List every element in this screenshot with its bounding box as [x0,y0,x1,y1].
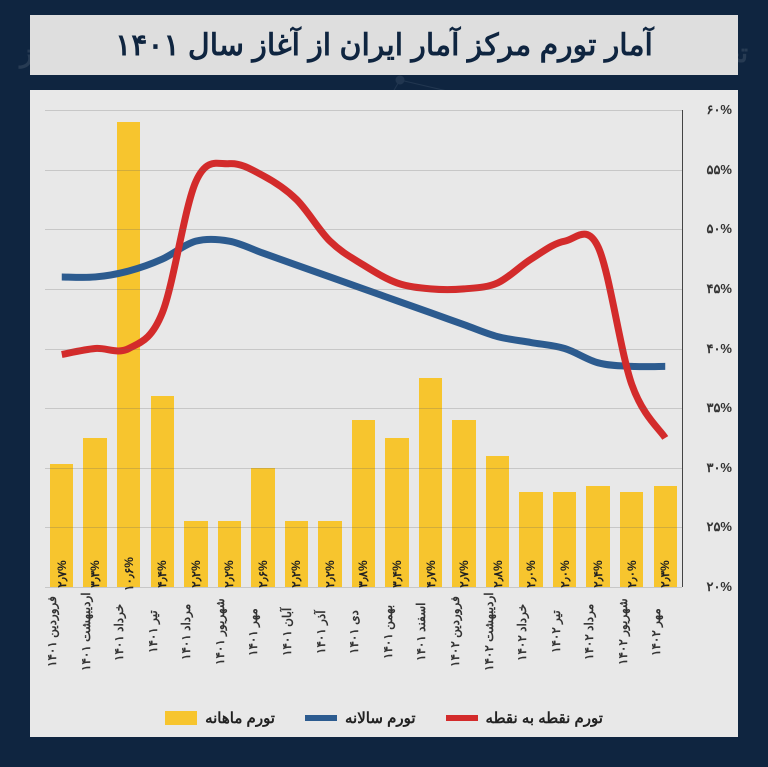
gridline [45,170,682,171]
y-tick-label: ۲۰% [706,579,732,595]
bar-value-label: ۲٫۰% [625,560,639,587]
legend-annual-label: تورم سالانه [345,709,416,727]
bar: ۲٫۳% [654,486,677,587]
y-tick-label: ۴۰% [706,341,732,357]
y-tick-label: ۲۵% [706,519,732,535]
bar: ۳٫۳% [83,438,106,587]
gridline [45,408,682,409]
legend-annual: تورم سالانه [305,709,416,727]
gridline [45,527,682,528]
bar: ۲٫۲% [285,521,308,587]
bar-value-label: ۲٫۲% [189,560,203,587]
bar: ۲٫۲% [218,521,241,587]
bar-value-label: ۲٫۰% [558,560,572,587]
legend-point: تورم نقطه به نقطه [446,709,603,727]
bar: ۲٫۷% [452,420,475,587]
title-bar: آمار تورم مرکز آمار ایران از آغاز سال ۱۴… [30,15,738,75]
bar-value-label: ۲٫۲% [323,560,337,587]
x-tick-label: مهر ۱۴۰۱ [246,587,280,677]
bar-value-label: ۲٫۶% [256,560,270,587]
bar-value-label: ۲٫۰% [524,560,538,587]
y-tick-label: ۴۵% [706,281,732,297]
bar: ۲٫۴% [586,486,609,587]
x-tick-label: فروردین ۱۴۰۱ [45,587,79,677]
bar-value-label: ۲٫۸% [491,560,505,587]
x-tick-label: آذر ۱۴۰۱ [314,587,348,677]
gridline [45,289,682,290]
bar-value-label: ۳٫۸% [356,560,370,587]
bar: ۴٫۴% [151,396,174,587]
legend-point-swatch [446,715,478,721]
y-tick-label: ۳۰% [706,460,732,476]
gridline [45,110,682,111]
legend-point-label: تورم نقطه به نقطه [486,709,603,727]
x-tick-label: بهمن ۱۴۰۱ [381,587,415,677]
gridline [45,229,682,230]
legend-monthly-swatch [165,711,197,725]
gridline [45,349,682,350]
bar: ۲٫۲% [184,521,207,587]
bar: ۳٫۴% [385,438,408,587]
bar-value-label: ۲٫۳% [658,560,672,587]
bar-value-label: ۱۰٫۶% [122,557,136,591]
x-tick-label: تیر ۱۴۰۲ [549,587,583,677]
plot-area: ۲٫۷% ۳٫۳% ۱۰٫۶% ۴٫۴% ۲٫۲% ۲٫۲% ۲٫۶% ۲٫۲% ۲٫۲% ۳٫۸… [45,110,683,587]
bar-value-label: ۲٫۷% [457,560,471,587]
x-tick-label: مرداد ۱۴۰۲ [582,587,616,677]
legend-annual-swatch [305,715,337,721]
x-tick-label: آبان ۱۴۰۱ [280,587,314,677]
gridline [45,468,682,469]
x-tick-label: خرداد ۱۴۰۲ [515,587,549,677]
bar-value-label: ۴٫۷% [424,560,438,587]
bar: ۲٫۲% [318,521,341,587]
y-tick-label: ۵۵% [706,162,732,178]
bar-value-label: ۲٫۴% [591,560,605,587]
legend-monthly-label: تورم ماهانه [205,709,275,727]
chart-box: ۲٫۷% ۳٫۳% ۱۰٫۶% ۴٫۴% ۲٫۲% ۲٫۲% ۲٫۶% ۲٫۲% ۲٫۲% ۳٫۸… [30,90,738,737]
bar-value-label: ۳٫۳% [88,560,102,587]
bar: ۲٫۰% [519,492,542,587]
bar-value-label: ۲٫۲% [289,560,303,587]
bar: ۲٫۷% [50,464,73,587]
bar: ۱۰٫۶% [117,122,140,587]
x-tick-label: مهر ۱۴۰۲ [649,587,683,677]
bar-value-label: ۳٫۴% [390,560,404,587]
bar: ۲٫۰% [553,492,576,587]
x-tick-label: اردیبهشت ۱۴۰۲ [482,587,516,677]
x-tick-label: مرداد ۱۴۰۱ [179,587,213,677]
x-tick-label: فروردین ۱۴۰۲ [448,587,482,677]
x-tick-label: شهریور ۱۴۰۲ [616,587,650,677]
legend-monthly: تورم ماهانه [165,709,275,727]
x-tick-label: اسفند ۱۴۰۱ [414,587,448,677]
bar: ۴٫۷% [419,378,442,587]
y-tick-label: ۶۰% [706,102,732,118]
x-tick-label: شهریور ۱۴۰۱ [213,587,247,677]
chart-title: آمار تورم مرکز آمار ایران از آغاز سال ۱۴… [115,28,653,63]
bar-value-label: ۲٫۷% [55,560,69,587]
chart-container: تجارت نیوز تجارت نیوز تجارت نیوز تجارت ن… [0,0,768,767]
x-tick-label: اردیبهشت ۱۴۰۱ [79,587,113,677]
bar-value-label: ۴٫۴% [155,560,169,587]
x-tick-label: دی ۱۴۰۱ [347,587,381,677]
bar-value-label: ۲٫۲% [222,560,236,587]
bar: ۲٫۰% [620,492,643,587]
x-tick-label: تیر ۱۴۰۱ [146,587,180,677]
x-axis: فروردین ۱۴۰۱اردیبهشت ۱۴۰۱خرداد ۱۴۰۱تیر ۱… [45,587,683,677]
legend: تورم نقطه به نقطه تورم سالانه تورم ماهان… [30,709,738,727]
bar: ۲٫۸% [486,456,509,587]
y-tick-label: ۵۰% [706,221,732,237]
y-tick-label: ۳۵% [706,400,732,416]
x-tick-label: خرداد ۱۴۰۱ [112,587,146,677]
bar: ۳٫۸% [352,420,375,587]
